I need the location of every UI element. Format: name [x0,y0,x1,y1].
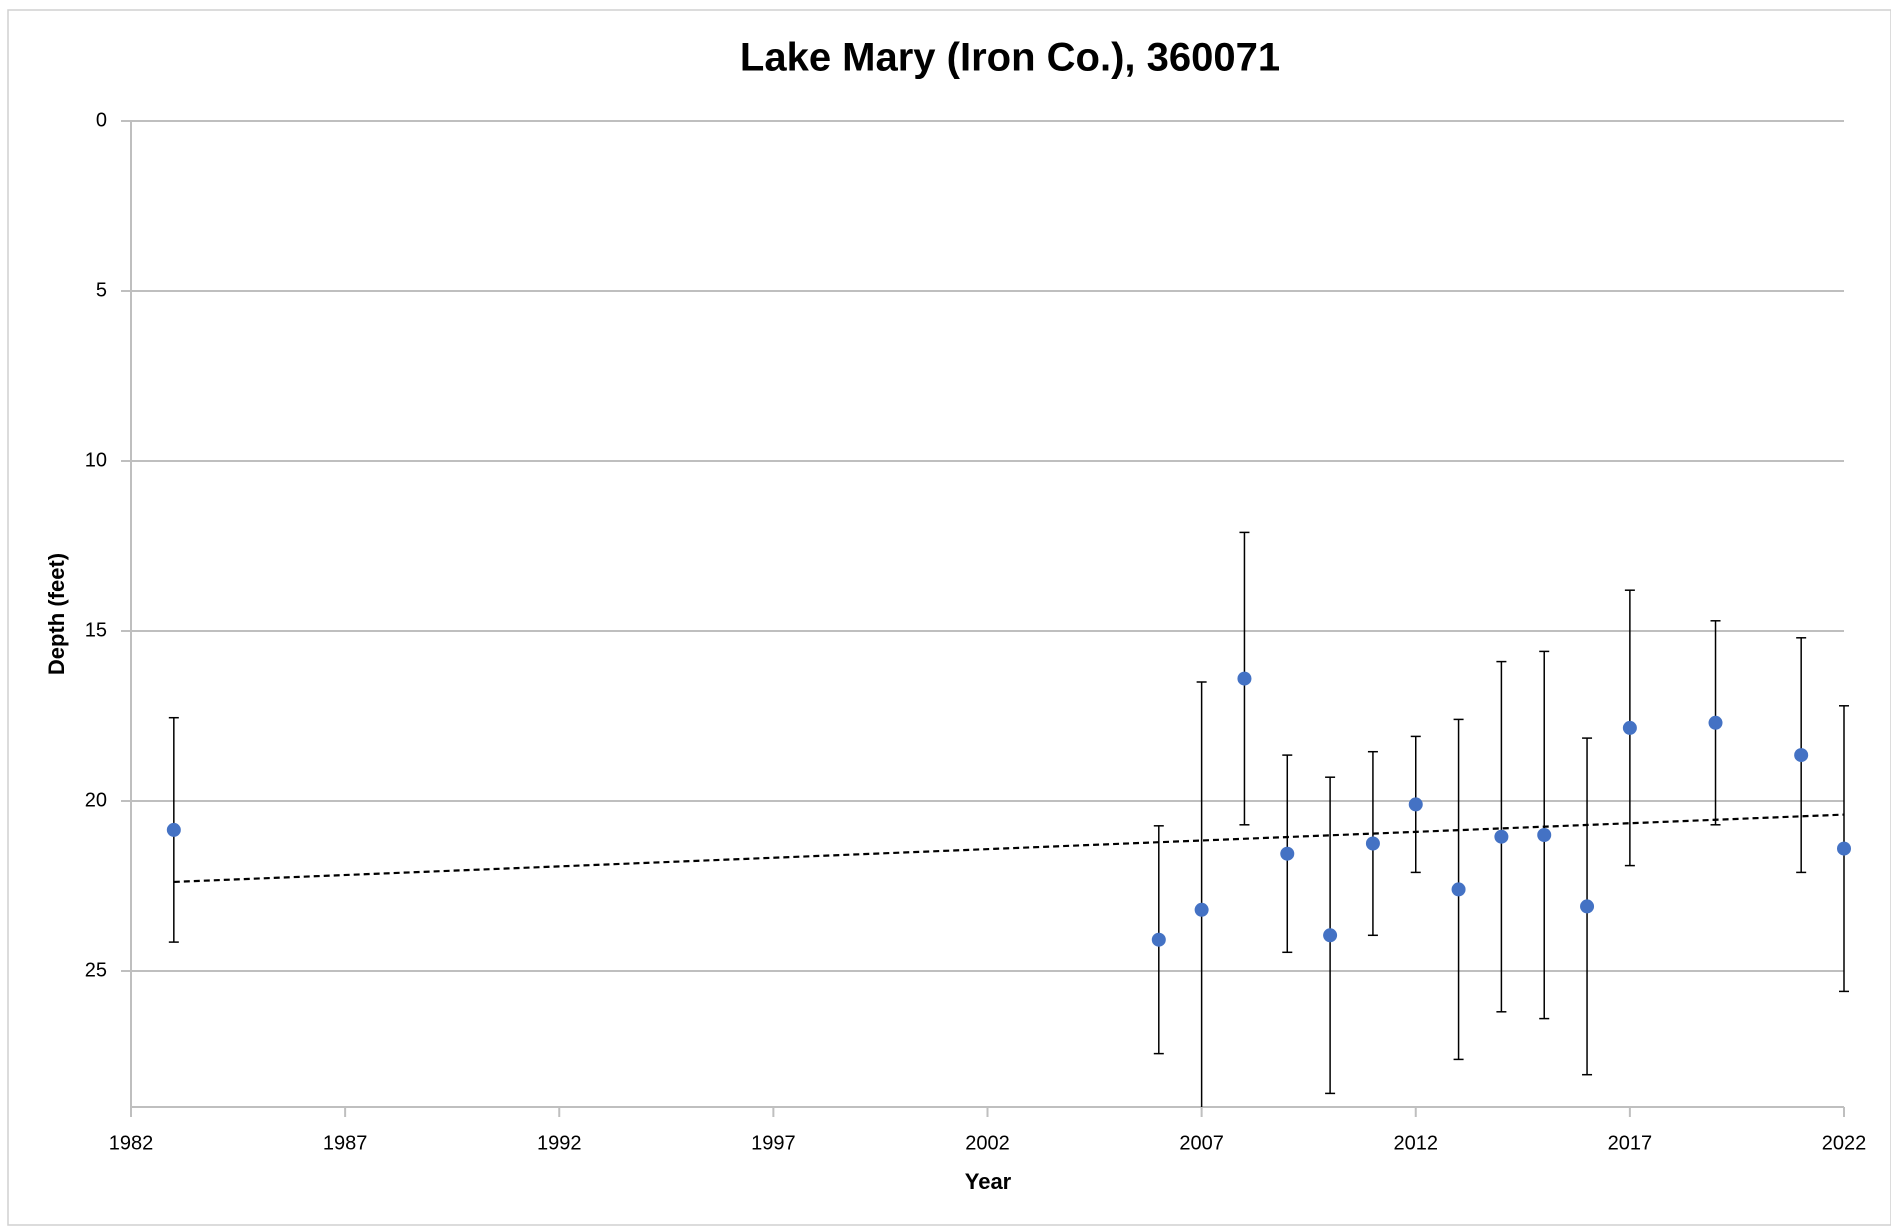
x-tick-label: 1982 [109,1132,154,1154]
data-point [1451,882,1466,897]
data-point [1365,836,1380,851]
y-tick-label: 15 [85,619,107,641]
y-tick-label: 20 [85,789,107,811]
data-point [1408,797,1423,812]
x-tick-label: 2017 [1608,1132,1653,1154]
y-tick-label: 25 [85,959,107,981]
data-point [1708,715,1723,730]
data-point [1194,902,1209,917]
y-tick-label: 0 [96,109,107,131]
y-tick-label: 5 [96,279,107,301]
data-point [1494,829,1509,844]
x-tick-label: 1992 [537,1132,582,1154]
data-point [1237,671,1252,686]
y-axis-title: Depth (feet) [44,553,69,675]
data-point [1580,899,1595,914]
data-point [1323,928,1338,943]
x-tick-label: 2002 [965,1132,1010,1154]
x-tick-label: 2007 [1179,1132,1224,1154]
x-tick-label: 1997 [751,1132,796,1154]
y-tick-label: 10 [85,449,107,471]
data-point [1837,841,1851,856]
x-axis-title: Year [965,1169,1012,1194]
data-point [166,822,181,837]
chart-frame [7,9,1891,1226]
data-point [1280,846,1295,861]
x-tick-label: 2012 [1394,1132,1439,1154]
trendline [173,813,1845,884]
data-point [1622,720,1637,735]
x-tick-label: 2022 [1822,1132,1867,1154]
data-point [1794,748,1809,763]
data-point [1151,932,1166,947]
chart-title: Lake Mary (Iron Co.), 360071 [740,36,1280,80]
data-point [1537,828,1552,842]
x-tick-label: 1987 [323,1132,368,1154]
